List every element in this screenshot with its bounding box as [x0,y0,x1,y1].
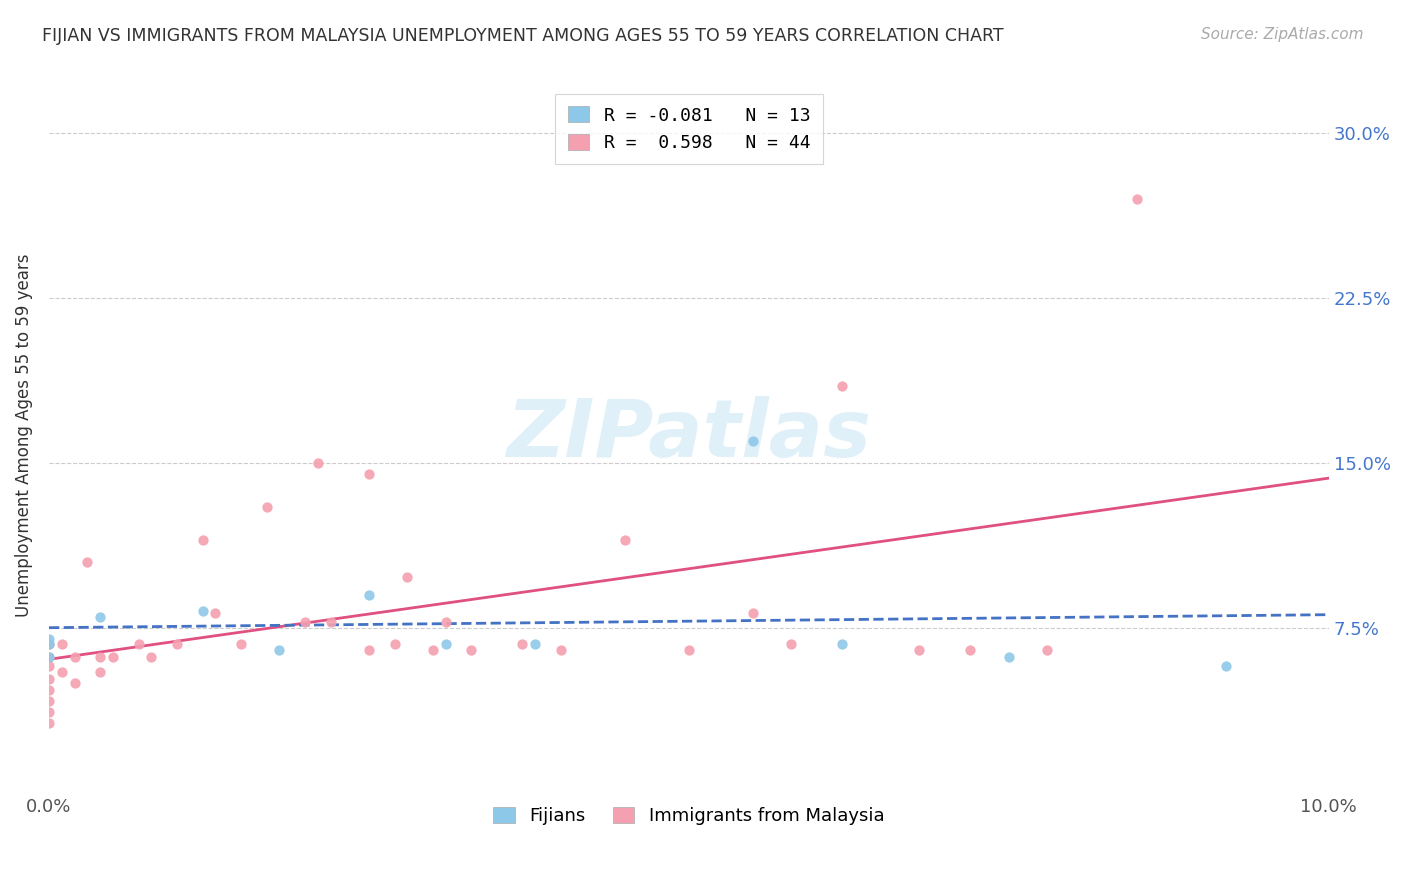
Point [38,715,60,730]
Point [959,643,981,657]
Point [38,658,60,673]
Point [512,636,534,650]
Point [51,665,73,680]
Point [38,632,60,647]
Point [269,643,291,657]
Point [89,665,111,680]
Point [780,636,803,650]
Y-axis label: Unemployment Among Ages 55 to 59 years: Unemployment Among Ages 55 to 59 years [15,253,32,617]
Point [38,705,60,719]
Point [908,643,931,657]
Text: ZIPatlas: ZIPatlas [506,396,872,475]
Point [38,636,60,650]
Point [38,694,60,708]
Point [550,643,572,657]
Point [294,615,316,629]
Point [51,636,73,650]
Point [1215,658,1237,673]
Point [831,379,853,393]
Point [38,649,60,664]
Point [76,555,98,569]
Point [434,636,457,650]
Point [128,636,150,650]
Point [357,643,380,657]
Point [384,636,406,650]
Point [38,636,60,650]
Point [63,649,86,664]
Point [1126,192,1149,206]
Point [204,606,226,620]
Point [38,672,60,686]
Point [38,682,60,697]
Point [191,603,214,617]
Point [307,456,329,470]
Point [357,588,380,602]
Point [101,649,124,664]
Point [524,636,547,650]
Point [460,643,482,657]
Point [191,533,214,547]
Point [434,615,457,629]
Text: FIJIAN VS IMMIGRANTS FROM MALAYSIA UNEMPLOYMENT AMONG AGES 55 TO 59 YEARS CORREL: FIJIAN VS IMMIGRANTS FROM MALAYSIA UNEMP… [42,27,1004,45]
Point [396,570,419,584]
Point [319,615,342,629]
Point [1036,643,1059,657]
Point [741,606,763,620]
Point [141,649,163,664]
Point [63,676,86,690]
Point [831,636,853,650]
Point [422,643,444,657]
Point [89,649,111,664]
Text: Source: ZipAtlas.com: Source: ZipAtlas.com [1201,27,1364,42]
Point [998,649,1021,664]
Point [89,610,111,624]
Point [38,649,60,664]
Point [229,636,252,650]
Point [613,533,636,547]
Point [166,636,188,650]
Legend: Fijians, Immigrants from Malaysia: Fijians, Immigrants from Malaysia [484,798,893,834]
Point [256,500,278,514]
Point [741,434,763,448]
Point [357,467,380,481]
Point [678,643,700,657]
